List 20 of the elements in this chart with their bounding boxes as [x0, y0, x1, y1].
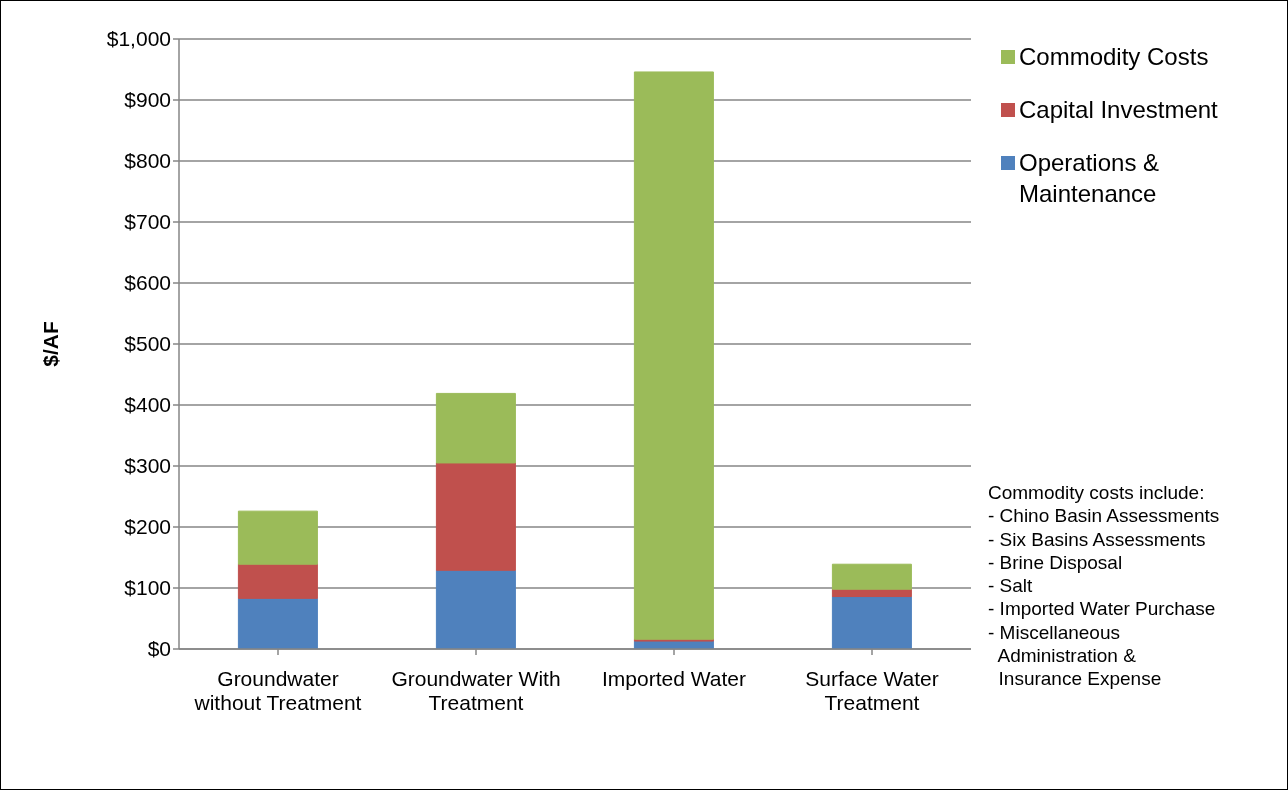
x-tick-label: Surface Water Treatment [805, 666, 939, 715]
x-tick-label: Groundwater With Treatment [391, 666, 561, 715]
y-tick-label: $400 [124, 393, 171, 417]
y-tick-label: $700 [124, 210, 171, 234]
y-tick-label: $0 [147, 637, 171, 661]
y-tick-label: $100 [124, 576, 171, 600]
y-tick-label: $200 [124, 515, 171, 539]
y-tick-label: $300 [124, 454, 171, 478]
x-tick-label: Groundwater without Treatment [193, 666, 362, 715]
y-tick-label: $800 [124, 149, 171, 173]
y-axis-title: $/AF [39, 321, 63, 367]
legend-label: Commodity Costs [1019, 42, 1210, 72]
y-tick-label: $500 [124, 332, 171, 356]
y-tick-label: $900 [124, 88, 171, 112]
text: Commodity costs include: - Chino Basin Assessments - Six Basins Assessments - Brine Disposal - Salt - Imported Water Purchase - Miscellaneous Administration & Insurance Expense [988, 482, 1220, 690]
y-tick-label: $1,000 [106, 27, 171, 51]
legend-label: Operations & Maintenance [1019, 148, 1161, 209]
x-tick-label: Imported Water [602, 666, 746, 690]
y-tick-label: $600 [124, 271, 171, 295]
legend-label: Capital Investment [1019, 95, 1219, 125]
